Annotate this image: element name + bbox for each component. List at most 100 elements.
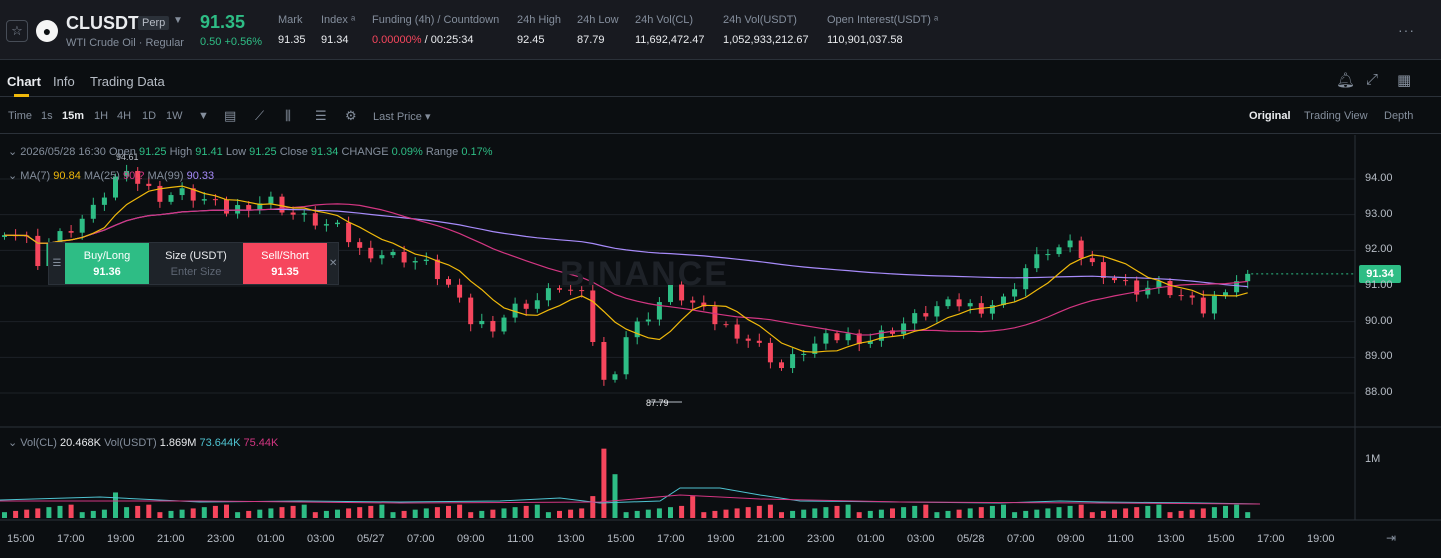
reset-zoom-icon[interactable]: ⇥ [1386,531,1397,545]
quick-order-widget: ☰ Buy/Long 91.36 Size (USDT) Enter Size … [48,242,339,285]
close-icon[interactable]: ✕ [329,258,338,269]
candle-body [912,313,918,324]
stat-label: 24h High [517,14,562,26]
time-tick-label: 09:00 [1057,533,1085,545]
sell-short-button[interactable]: Sell/Short 91.35 [243,243,327,284]
interval-15m[interactable]: 15m [62,110,85,122]
candle-body [113,176,118,198]
candle-body [890,330,895,334]
candle-body [1223,292,1228,296]
volume-bar [923,504,929,518]
volume-axis-label: 1M [1365,453,1381,465]
legend-toggle-icon[interactable]: ⌄ [8,437,18,449]
candle-body [1189,295,1195,298]
interval-4h[interactable]: 4H [117,110,132,122]
volume-bar [146,504,152,518]
volume-bar [212,505,218,518]
interval-dropdown-icon[interactable]: ▼ [198,110,209,122]
ma25-label: MA(25) [83,170,120,182]
stat-label: 24h Vol(CL) [635,14,694,26]
stat-label[interactable]: Open Interest(USDT) ᵃ [827,14,939,26]
size-input[interactable]: Size (USDT) Enter Size [149,243,243,284]
volume-bar [301,504,307,518]
stat-24h-low: 24h Low 87.79 [577,14,619,46]
time-label[interactable]: Time [8,110,33,122]
volume-bar [457,504,463,518]
volume-bar [1189,509,1195,518]
stat-label: Mark [278,14,303,26]
stat-label[interactable]: Index ᵃ [321,14,356,26]
expand-icon[interactable]: ⤢ [1366,71,1379,88]
candle-body [1211,295,1217,314]
tab-chart[interactable]: Chart [7,74,41,89]
calendar-icon[interactable]: ▤ [224,108,237,123]
time-tick-label: 21:00 [757,533,785,545]
volume-bar [756,505,762,518]
stat-label: Funding (4h) / Countdown [372,14,500,26]
volume-bar [1112,509,1117,518]
candle-body [801,353,807,355]
volume-bar [13,510,19,518]
price-type-select[interactable]: Last Price ▾ [373,111,431,123]
symbol-name[interactable]: CLUSDT [66,13,139,33]
more-icon[interactable]: ··· [1398,22,1415,38]
grid-layout-icon[interactable]: ▦ [1397,72,1412,89]
volume-bar [1123,508,1129,518]
volume-bar [523,505,529,518]
legend-toggle-icon[interactable]: ⌄ [8,146,18,158]
volume-bar [190,508,196,518]
interval-1d[interactable]: 1D [142,110,157,122]
volume-bar [1067,505,1073,518]
candle-body [1001,296,1006,306]
legend-toggle-icon[interactable]: ⌄ [8,170,18,182]
price-tick-label: 90.00 [1365,314,1393,327]
interval-1h[interactable]: 1H [94,110,109,122]
view-depth[interactable]: Depth [1384,110,1414,122]
candle-body [512,303,518,318]
stat-open-interest: Open Interest(USDT) ᵃ 110,901,037.58 [827,14,938,46]
drag-handle-icon[interactable]: ☰ [52,258,62,269]
price-tick-label: 92.00 [1365,243,1393,256]
chevron-down-icon[interactable]: ▼ [173,15,183,26]
price-tick-label: 91.00 [1365,279,1393,291]
buy-long-button[interactable]: Buy/Long 91.36 [65,243,149,284]
volume-bar [468,512,474,518]
settings-icon[interactable]: ⚙ [345,108,357,123]
candle-body [1156,281,1162,288]
volume-bar [834,505,840,518]
interval-1w[interactable]: 1W [166,110,183,122]
candle-body [212,199,218,201]
volume-bar [856,512,862,518]
volume-bar [246,510,252,518]
view-trading-view[interactable]: Trading View [1304,110,1368,122]
view-original[interactable]: Original [1249,110,1291,122]
ohlc-legend: ⌄ 2026/05/28 16:30 Open 91.25 High 91.41… [8,145,493,158]
range-value: 0.17% [461,146,493,158]
interval-1s[interactable]: 1s [41,110,53,122]
candle-body [357,242,363,248]
line-chart-icon[interactable]: ⟋ [255,108,265,123]
candle-type-icon[interactable]: ⫼ [285,108,291,123]
star-icon[interactable]: ☆ [6,20,28,42]
candle-body [401,251,407,263]
tab-trading-data[interactable]: Trading Data [90,74,165,89]
candle-body [68,231,74,233]
tab-info[interactable]: Info [53,74,75,89]
candlestick-chart[interactable]: 94.61 87.79 [0,135,1441,558]
candle-body [246,205,252,211]
indicators-icon[interactable]: ☰ [315,108,327,123]
candle-body [945,299,951,307]
ma-legend: ⌄ MA(7) 90.84 MA(25) 90.? MA(99) 90.33 [8,169,214,182]
candle-body [812,343,818,354]
candle-body [989,305,995,314]
price-chart[interactable]: 94.61 87.79 BINANCE ⌄ 2026/05/28 16:30 Op… [0,135,1441,558]
candle-body [967,303,973,307]
bell-icon[interactable]: 🔔︎ [1336,72,1356,89]
candle-body [579,290,585,292]
volume-bar [1145,505,1151,518]
volume-bar [579,508,585,518]
volume-bar [268,508,274,518]
candle-body [1012,289,1018,297]
stat-index: Index ᵃ 91.34 [321,14,355,46]
ma7-label: MA(7) [20,170,51,182]
